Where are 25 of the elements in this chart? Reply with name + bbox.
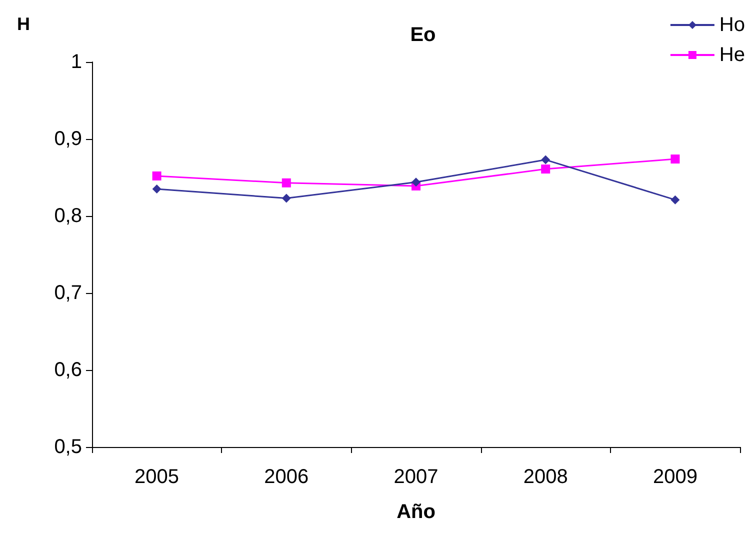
y-tick-label: 0,5 bbox=[54, 436, 82, 458]
x-tick-label: 2009 bbox=[652, 466, 698, 488]
y-tick-label: 0,8 bbox=[54, 205, 82, 227]
x-tick-label: 2006 bbox=[264, 466, 309, 488]
chart-title: Eo bbox=[410, 24, 436, 46]
point bbox=[152, 171, 162, 180]
point bbox=[282, 194, 291, 203]
point bbox=[541, 164, 550, 174]
legend-label: He bbox=[719, 44, 746, 66]
x-axis-title: Año bbox=[396, 501, 436, 523]
x-tick-label: 2008 bbox=[523, 466, 568, 488]
point bbox=[670, 195, 680, 204]
legend-label: Ho bbox=[719, 14, 746, 36]
point bbox=[412, 178, 420, 187]
point bbox=[152, 184, 162, 194]
x-tick-label: 2007 bbox=[394, 466, 438, 488]
x-tick-label: 2005 bbox=[134, 466, 180, 488]
point bbox=[670, 154, 680, 164]
y-axis-title: H bbox=[17, 14, 30, 34]
y-tick-label: 1 bbox=[70, 51, 82, 73]
y-tick-label: 0,7 bbox=[54, 282, 82, 304]
y-tick-label: 0,9 bbox=[54, 128, 82, 150]
point bbox=[541, 155, 550, 164]
point bbox=[282, 178, 291, 188]
y-tick-label: 0,6 bbox=[54, 359, 82, 381]
